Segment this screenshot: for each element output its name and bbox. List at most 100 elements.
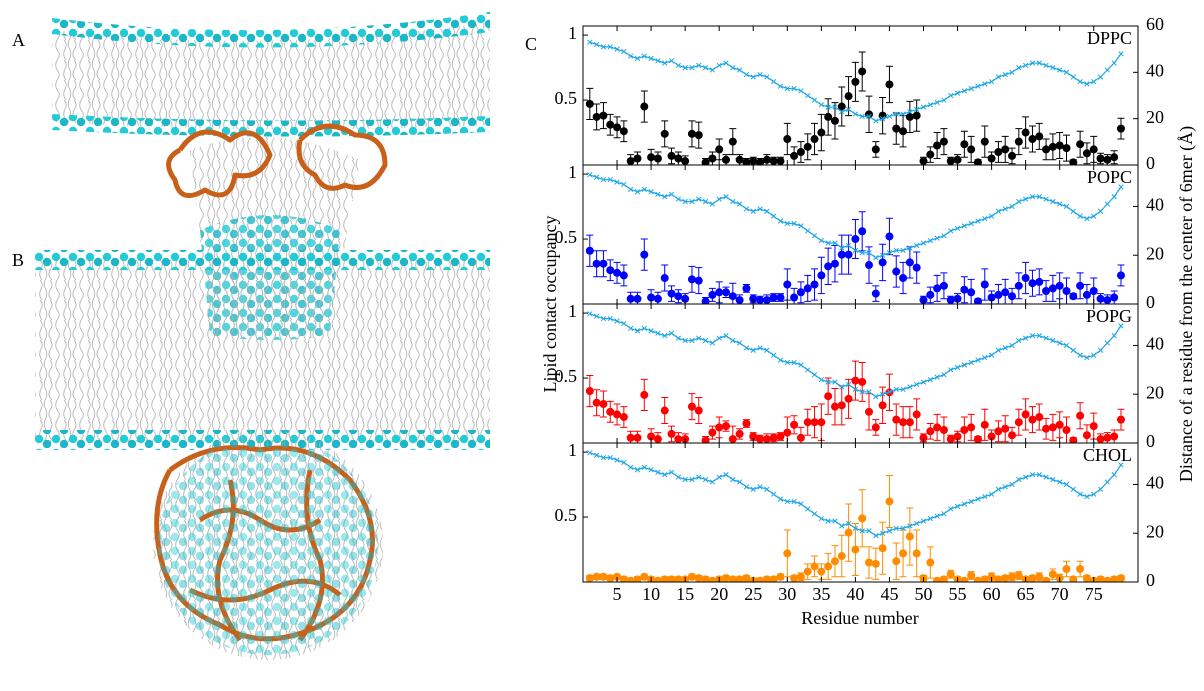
data-point xyxy=(796,288,805,297)
data-point xyxy=(708,576,717,582)
data-point xyxy=(1021,128,1030,137)
distance-marker xyxy=(648,189,654,195)
data-point xyxy=(660,274,669,283)
data-point xyxy=(735,155,744,164)
distance-marker xyxy=(764,347,770,353)
data-point xyxy=(592,398,601,407)
data-point xyxy=(1021,410,1030,419)
distance-marker xyxy=(771,213,777,219)
data-point xyxy=(769,575,778,582)
data-point xyxy=(939,137,948,146)
distance-marker xyxy=(941,97,947,103)
distance-marker xyxy=(805,506,811,512)
distance-marker xyxy=(818,515,824,522)
distance-marker xyxy=(954,225,961,232)
distance-marker xyxy=(845,520,852,527)
distance-marker xyxy=(1063,69,1070,75)
distance-marker xyxy=(621,459,627,466)
distance-marker xyxy=(859,113,865,120)
distance-marker xyxy=(784,220,790,227)
data-point xyxy=(810,280,819,289)
data-point xyxy=(844,92,853,101)
distance-marker xyxy=(730,198,736,205)
y-tick-label: 1 xyxy=(568,301,577,321)
data-point xyxy=(905,532,914,541)
y2-tick-label: 40 xyxy=(1146,334,1164,354)
distance-marker xyxy=(886,113,893,120)
distance-marker xyxy=(709,479,716,485)
data-point xyxy=(926,427,935,436)
distance-marker xyxy=(825,379,831,385)
data-point xyxy=(653,435,662,443)
data-point xyxy=(1116,415,1125,424)
data-point xyxy=(1014,137,1023,146)
distance-marker xyxy=(696,62,702,69)
data-point xyxy=(681,294,690,303)
distance-marker xyxy=(907,109,913,115)
data-point xyxy=(790,420,799,429)
distance-marker xyxy=(818,376,824,383)
data-point xyxy=(987,572,996,581)
data-point xyxy=(926,150,935,159)
distance-marker xyxy=(1002,71,1008,78)
distance-marker xyxy=(954,503,961,510)
data-point xyxy=(715,288,724,297)
distance-marker xyxy=(1043,335,1049,341)
data-point xyxy=(905,112,914,121)
distance-marker xyxy=(587,172,593,178)
distance-marker xyxy=(600,44,607,50)
distance-marker xyxy=(600,176,607,183)
data-point xyxy=(1082,431,1091,440)
data-point xyxy=(715,423,724,432)
data-point xyxy=(756,576,765,582)
distance-marker xyxy=(702,65,709,71)
data-point xyxy=(626,294,635,303)
data-point xyxy=(899,127,908,136)
data-point xyxy=(1069,292,1078,301)
data-point xyxy=(939,281,948,290)
distance-marker xyxy=(621,320,627,327)
data-point xyxy=(633,294,642,303)
data-point xyxy=(701,297,710,304)
data-point xyxy=(769,433,778,442)
distance-marker xyxy=(914,520,920,527)
distance-marker xyxy=(1057,340,1063,346)
distance-marker xyxy=(920,104,927,110)
y2-tick-label: 40 xyxy=(1146,195,1164,215)
distance-marker xyxy=(893,247,899,254)
distance-marker xyxy=(805,228,811,234)
distance-marker xyxy=(777,218,784,224)
y2-tick-label: 0 xyxy=(1146,153,1155,173)
distance-marker xyxy=(614,457,620,463)
distance-marker xyxy=(784,498,790,505)
distance-marker xyxy=(771,491,777,497)
x-tick-label: 45 xyxy=(880,584,898,604)
data-point xyxy=(606,266,615,275)
data-point xyxy=(626,157,635,165)
distance-marker xyxy=(771,352,777,358)
data-point xyxy=(899,274,908,283)
distance-marker xyxy=(1091,352,1097,358)
distance-marker xyxy=(648,328,654,334)
distance-marker xyxy=(811,97,818,103)
distance-marker xyxy=(873,118,879,124)
distance-marker xyxy=(764,486,770,492)
data-point xyxy=(1028,279,1037,288)
distance-marker xyxy=(975,357,981,363)
data-point xyxy=(585,574,594,582)
plot-area xyxy=(585,39,1125,165)
distance-marker xyxy=(791,498,797,505)
distance-marker xyxy=(1084,215,1090,222)
distance-marker xyxy=(1057,67,1063,73)
lipid-heads xyxy=(52,12,490,48)
distance-marker xyxy=(682,476,688,483)
data-point xyxy=(1062,426,1071,435)
data-point xyxy=(1055,141,1064,150)
data-point xyxy=(953,294,962,303)
x-tick-label: 30 xyxy=(778,584,796,604)
data-point xyxy=(599,111,608,120)
distance-marker xyxy=(866,528,872,534)
axes-frame xyxy=(582,303,1139,444)
data-point xyxy=(708,154,717,163)
distance-marker xyxy=(587,450,593,456)
